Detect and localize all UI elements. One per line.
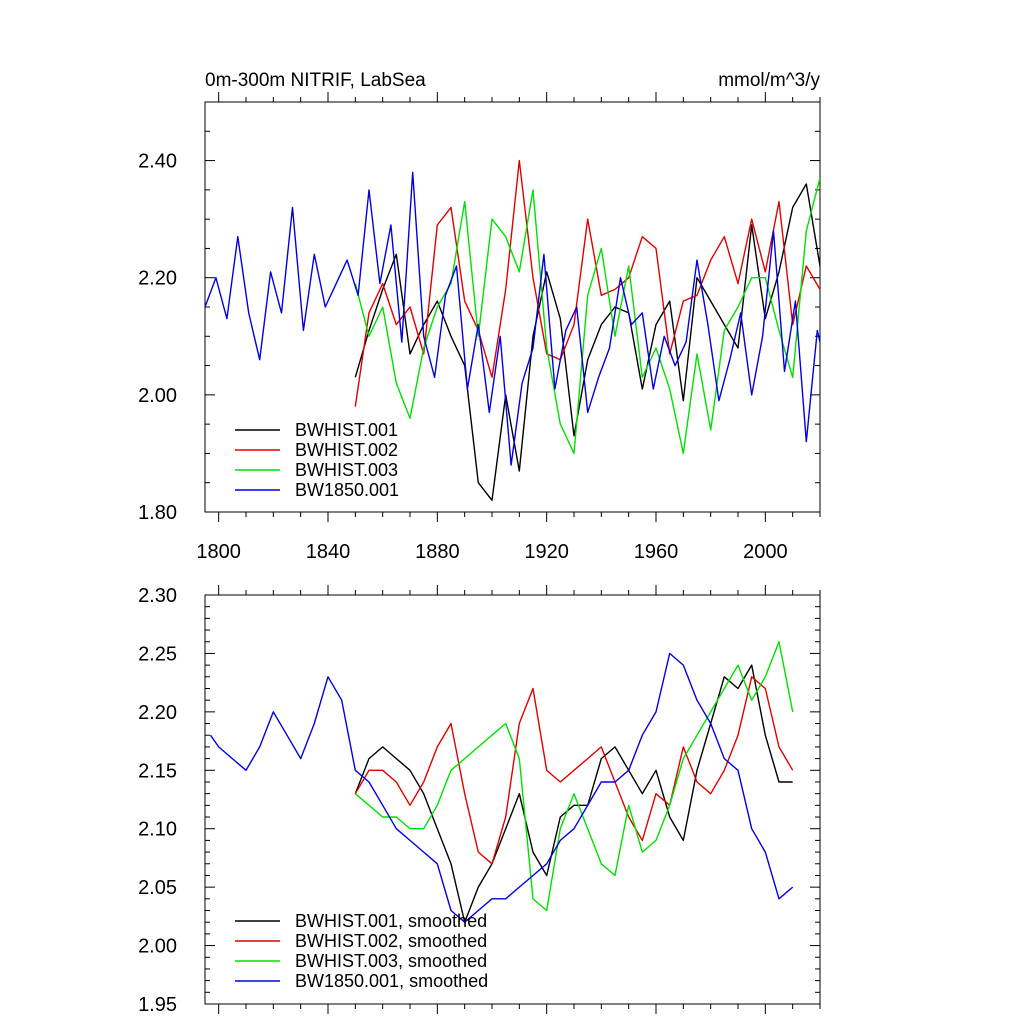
y-tick-label: 2.30 (138, 585, 177, 607)
y-tick-label: 2.00 (138, 936, 177, 958)
top-panel: 1.80 2.00 2.20 2.40 1800 1840 1880 1920 1960 2000… (138, 70, 821, 563)
plot-frame (204, 594, 821, 1005)
y-tick-label: 2.15 (138, 760, 177, 782)
series-line-bwhist-003 (354, 177, 820, 455)
legend-label: BW1850.001, smoothed (295, 971, 488, 991)
y-tick-label: 2.40 (138, 151, 177, 173)
x-tick-label: 2000 (743, 541, 788, 563)
x-tick-label: 1920 (524, 541, 569, 563)
series-line-bwhist-003 (354, 641, 794, 912)
legend-label: BW1850.001 (295, 480, 399, 500)
y-tick-label: 2.25 (138, 643, 177, 665)
x-tick-label: 1880 (415, 541, 460, 563)
chart-title: 0m-300m NITRIF, LabSea (205, 70, 426, 91)
legend-label: BWHIST.002, smoothed (295, 931, 487, 951)
y-tick-label: 2.20 (138, 268, 177, 290)
y-tick-label: 2.20 (138, 702, 177, 724)
y-tick-label: 1.80 (138, 502, 177, 524)
legend-label: BWHIST.002 (295, 440, 398, 460)
series-line-bw1850-001 (205, 171, 820, 466)
series-line-bwhist-001 (354, 183, 820, 501)
y-tick-label: 2.00 (138, 385, 177, 407)
legend-label: BWHIST.003, smoothed (295, 951, 487, 971)
y-tick-label: 2.10 (138, 819, 177, 841)
series-line-bwhist-002 (354, 676, 794, 865)
x-tick-label: 1840 (306, 541, 351, 563)
y-tick-label: 1.95 (138, 994, 177, 1016)
legend-label: BWHIST.003 (295, 460, 398, 480)
y-tick-label: 2.05 (138, 877, 177, 899)
chart-units: mmol/m^3/y (718, 70, 820, 91)
legend-label: BWHIST.001, smoothed (295, 911, 487, 931)
legend-label: BWHIST.001 (295, 420, 398, 440)
bottom-panel: 1.95 2.00 2.05 2.10 2.15 2.20 2.25 2.30 BWHIST.0… (138, 585, 821, 1016)
x-tick-label: 1960 (634, 541, 679, 563)
series-line-bw1850-001 (209, 652, 794, 923)
series-line-bwhist-001 (354, 664, 793, 923)
series-line-bwhist-002 (354, 159, 820, 407)
x-tick-label: 1800 (196, 541, 241, 563)
